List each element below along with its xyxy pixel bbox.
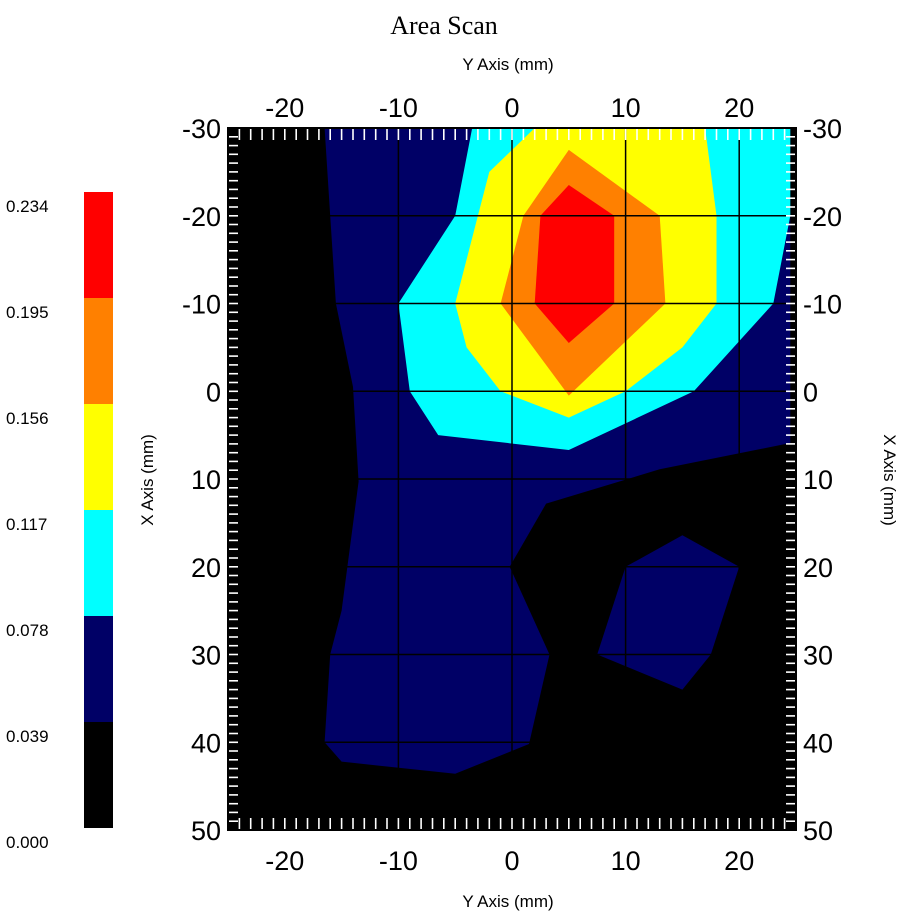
chart-title: Area Scan <box>390 11 498 40</box>
y-axis-title-left: X Axis (mm) <box>138 434 157 526</box>
y-tick-label-left: 40 <box>191 728 221 758</box>
plot-frame <box>227 127 797 831</box>
x-tick-label-top: 20 <box>724 93 754 123</box>
y-tick-label-left: -20 <box>182 202 221 232</box>
y-tick-label-right: 50 <box>803 816 833 846</box>
y-tick-label-right: -10 <box>803 290 842 320</box>
x-tick-label-bottom: -20 <box>265 846 304 876</box>
axis-ticks: -20 -20 -10 -10 0 0 10 10 20 20 -30 -30 -20 -20 -10 -10… <box>182 93 842 876</box>
x-tick-label-top: -20 <box>265 93 304 123</box>
y-tick-label-left: -10 <box>182 290 221 320</box>
y-tick-label-left: 10 <box>191 465 221 495</box>
colorbar-band-2 <box>84 404 113 510</box>
y-axis-title-right: X Axis (mm) <box>880 434 899 526</box>
y-tick-label-right: 20 <box>803 553 833 583</box>
colorbar-band-5 <box>84 722 113 828</box>
y-tick-label-right: 30 <box>803 641 833 671</box>
y-tick-label-right: -30 <box>803 114 842 144</box>
x-axis-title-top: Y Axis (mm) <box>462 55 553 74</box>
y-tick-label-left: 30 <box>191 641 221 671</box>
colorbar-band-4 <box>84 616 113 722</box>
contour-region-5 <box>597 535 740 690</box>
minor-ticks <box>227 127 797 831</box>
y-tick-label-left: 0 <box>206 377 221 407</box>
colorbar-tick-label: 0.156 <box>6 409 49 428</box>
y-tick-label-right: -20 <box>803 202 842 232</box>
colorbar-tick-label: 0.000 <box>6 833 49 852</box>
colorbar-tick-label: 0.039 <box>6 727 49 746</box>
x-tick-label-top: 10 <box>611 93 641 123</box>
colorbar-tick-label: 0.195 <box>6 303 49 322</box>
x-tick-label-bottom: 10 <box>611 846 641 876</box>
colorbar-band-0 <box>84 192 113 298</box>
y-tick-label-left: -30 <box>182 114 221 144</box>
y-tick-label-right: 10 <box>803 465 833 495</box>
y-tick-label-right: 40 <box>803 728 833 758</box>
plot-area <box>227 127 797 831</box>
x-tick-label-bottom: -10 <box>379 846 418 876</box>
y-tick-label-left: 50 <box>191 816 221 846</box>
x-tick-label-bottom: 20 <box>724 846 754 876</box>
colorbar: 0.234 0.195 0.156 0.117 0.078 0.039 0.000 <box>6 192 113 852</box>
colorbar-band-3 <box>84 510 113 616</box>
colorbar-band-1 <box>84 298 113 404</box>
y-tick-label-left: 20 <box>191 553 221 583</box>
y-tick-label-right: 0 <box>803 377 818 407</box>
x-tick-label-top: -10 <box>379 93 418 123</box>
colorbar-tick-label: 0.234 <box>6 197 49 216</box>
x-tick-label-top: 0 <box>504 93 519 123</box>
x-tick-label-bottom: 0 <box>504 846 519 876</box>
x-axis-title-bottom: Y Axis (mm) <box>462 892 553 911</box>
colorbar-tick-label: 0.117 <box>6 515 47 534</box>
colorbar-tick-label: 0.078 <box>6 621 49 640</box>
